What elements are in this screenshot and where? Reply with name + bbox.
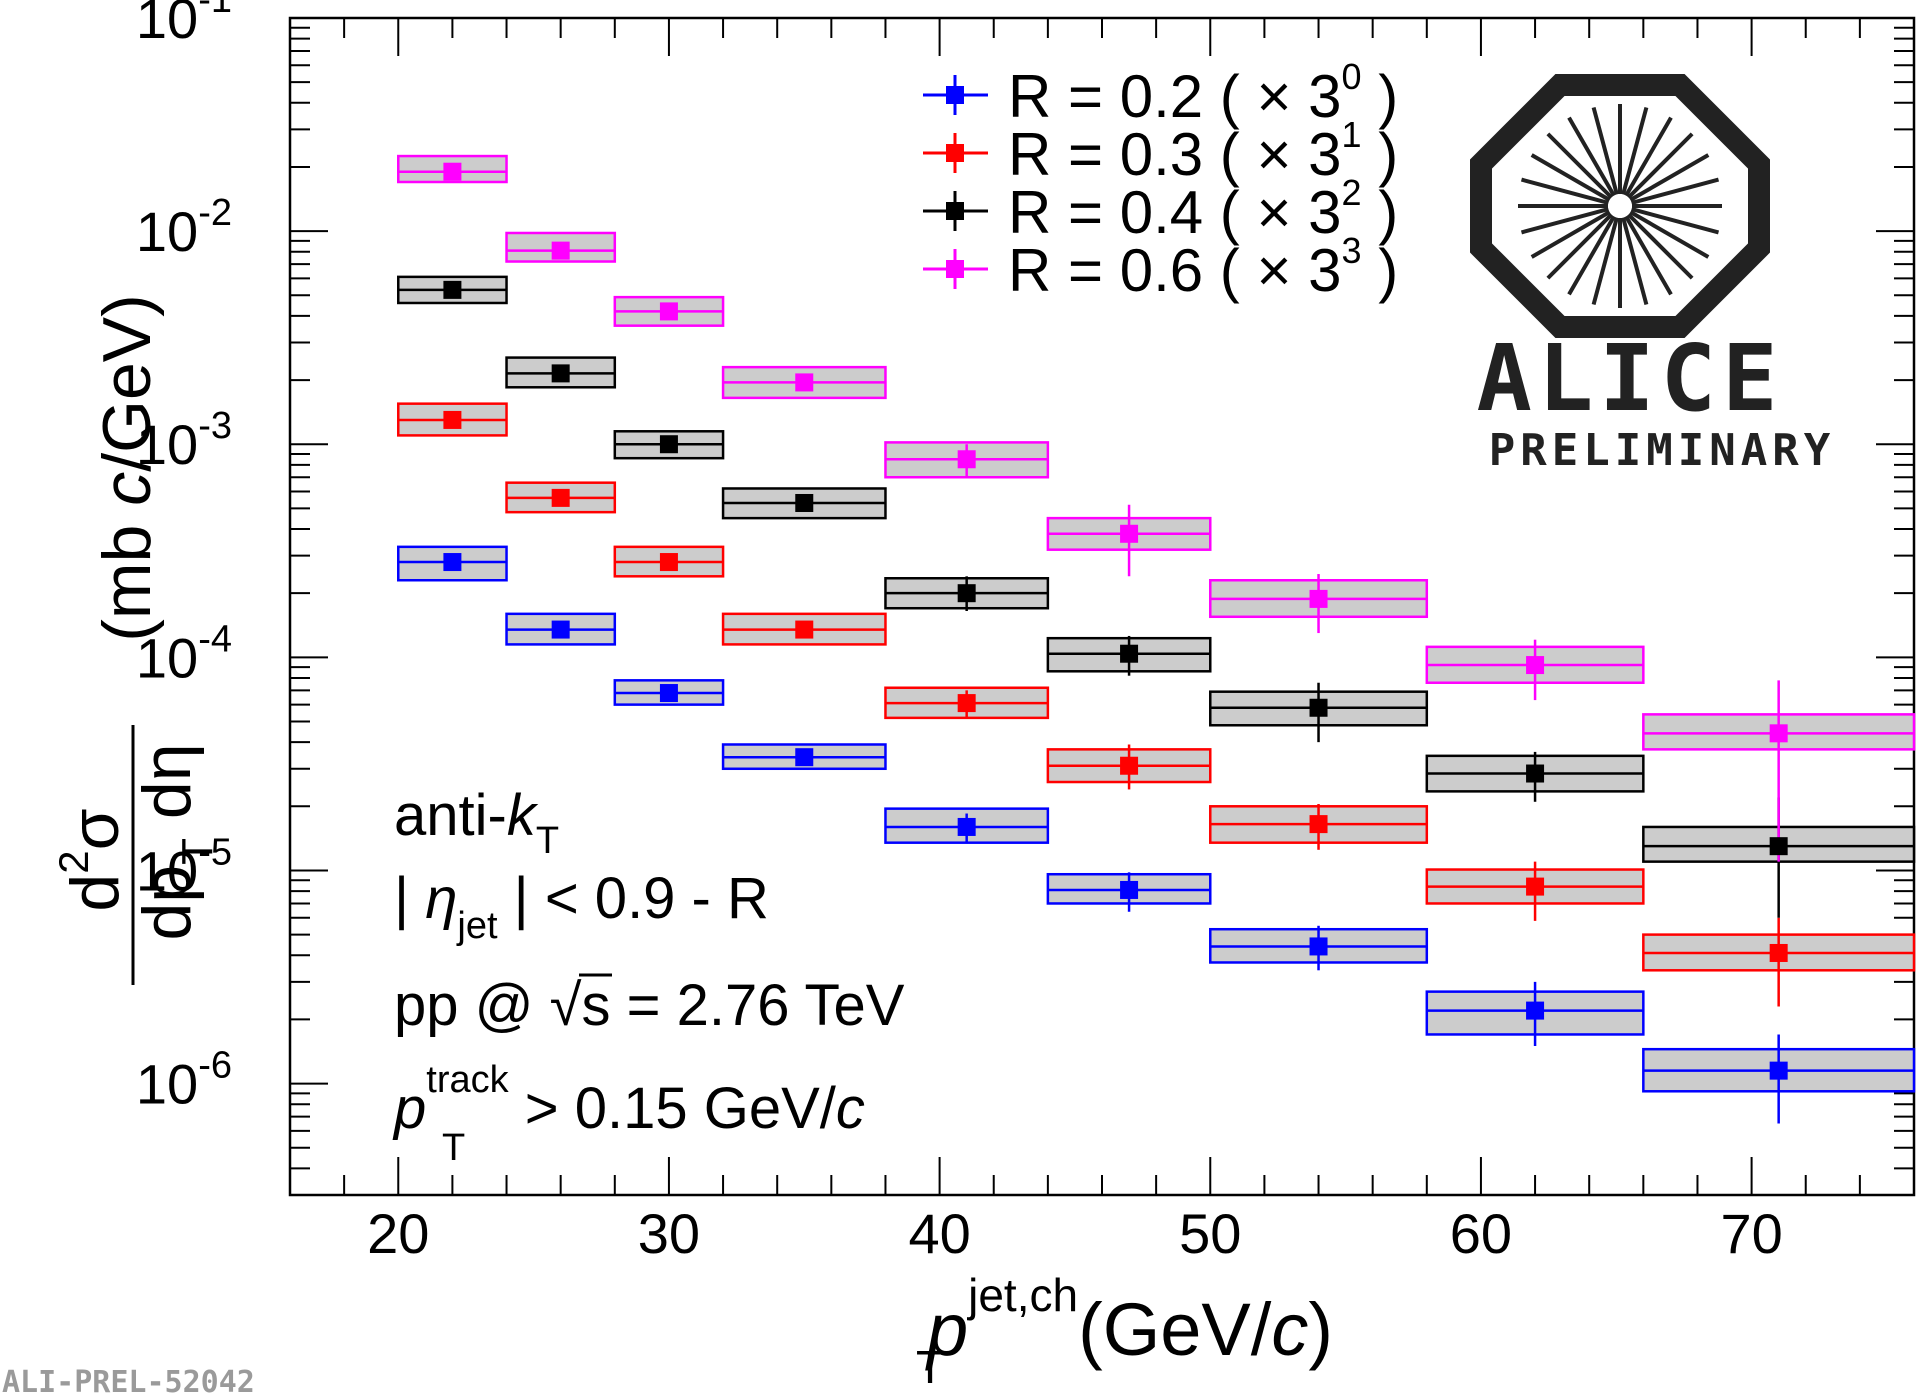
alice-logo-subtitle: PRELIMINARY (1489, 425, 1835, 476)
data-point (659, 302, 678, 321)
logo-spoke (1629, 153, 1710, 202)
x-axis-title: pjet,ch (GeV/c) (925, 1269, 1333, 1371)
logo-spoke (1567, 215, 1616, 296)
data-point (1309, 937, 1328, 956)
x-tick-label: 50 (1179, 1202, 1241, 1265)
logo-spoke (1631, 207, 1720, 235)
y-axis-fraction-numerator: d2σ (50, 808, 133, 911)
data-point (551, 241, 570, 260)
data-point (1120, 880, 1139, 899)
legend-marker (946, 86, 964, 104)
data-point (1309, 698, 1328, 717)
alice-logo-spokes (1518, 104, 1722, 308)
x-tick-label: 20 (367, 1202, 429, 1265)
logo-spoke (1591, 217, 1619, 306)
x-tick-label: 30 (638, 1202, 700, 1265)
y-axis-units: (mb c/GeV) (89, 294, 165, 642)
annotation-track-cut: ptrack > 0.15 GeV/c (392, 1059, 865, 1141)
x-tick-label: 40 (908, 1202, 970, 1265)
legend-marker (946, 202, 964, 220)
data-point (795, 373, 814, 392)
logo-spoke (1624, 116, 1673, 197)
y-axis-title: d2σ dpT dη (mb c/GeV) (50, 294, 222, 985)
data-point (957, 450, 976, 469)
watermark: ALI-PREL-52042 (2, 1365, 255, 1399)
logo-spoke (1520, 177, 1609, 205)
data-point (1120, 524, 1139, 543)
logo-spoke (1546, 132, 1613, 199)
logo-spoke (1624, 215, 1673, 296)
legend-label: R = 0.6 ( × 33 ) (1008, 230, 1398, 304)
logo-spoke (1530, 210, 1611, 259)
data-point (1120, 756, 1139, 775)
data-point (551, 364, 570, 383)
annotation-energy: pp @ √s = 2.76 TeV (394, 973, 905, 1038)
logo-spoke (1621, 217, 1649, 306)
logo-spoke (1627, 132, 1694, 199)
x-tick-label: 70 (1720, 1202, 1782, 1265)
annotation-algorithm: anti-kT (394, 783, 559, 862)
data-point (1526, 656, 1545, 675)
logo-spoke (1546, 213, 1613, 280)
x-axis-title-sub: T (916, 1341, 944, 1393)
x-tick-label: 60 (1450, 1202, 1512, 1265)
data-point (443, 410, 462, 429)
data-point (443, 553, 462, 572)
logo-spoke (1629, 210, 1710, 259)
logo-spoke (1631, 177, 1720, 205)
y-tick-label: 10-1 (136, 0, 232, 50)
data-point (551, 488, 570, 507)
legend-label: R = 0.4 ( × 32 ) (1008, 172, 1398, 246)
data-point (443, 162, 462, 181)
alice-logo: ALICE PRELIMINARY (1470, 74, 1835, 476)
legend-label: R = 0.2 ( × 30 ) (1008, 56, 1398, 130)
alice-logo-octagon (1470, 74, 1770, 338)
data-point (1526, 877, 1545, 896)
data-point (659, 435, 678, 454)
y-tick-label: 10-5 (136, 831, 232, 902)
data-point (1309, 815, 1328, 834)
data-point (1120, 644, 1139, 663)
alice-logo-name: ALICE (1477, 325, 1784, 432)
legend-label: R = 0.3 ( × 31 ) (1008, 114, 1398, 188)
y-tick-label: 10-2 (136, 192, 232, 263)
data-point (1769, 1061, 1788, 1080)
legend: R = 0.2 ( × 30 )R = 0.3 ( × 31 )R = 0.4 … (923, 56, 1398, 304)
annotation-track-sub: T (442, 1127, 465, 1169)
data-point (957, 694, 976, 713)
data-point (795, 748, 814, 767)
data-point (659, 553, 678, 572)
data-point (957, 817, 976, 836)
logo-spoke (1520, 207, 1609, 235)
logo-spoke (1567, 116, 1616, 197)
annotation-eta: | ηjet | < 0.9 - R (394, 866, 769, 947)
data-point (551, 620, 570, 639)
logo-spoke (1627, 213, 1694, 280)
data-point (443, 280, 462, 299)
y-tick-label: 10-6 (136, 1045, 232, 1116)
legend-marker (946, 144, 964, 162)
data-point (795, 620, 814, 639)
data-point (1769, 724, 1788, 743)
data-point (659, 684, 678, 703)
logo-spoke (1621, 106, 1649, 195)
data-point (795, 493, 814, 512)
legend-marker (946, 260, 964, 278)
data-point (1769, 837, 1788, 856)
data-point (1309, 589, 1328, 608)
data-point (1526, 764, 1545, 783)
data-point (957, 584, 976, 603)
data-point (1526, 1001, 1545, 1020)
y-tick-label: 10-4 (136, 618, 232, 689)
y-tick-label: 10-3 (136, 405, 232, 476)
logo-spoke (1530, 153, 1611, 202)
logo-spoke (1591, 106, 1619, 195)
data-point (1769, 943, 1788, 962)
y-axis-fraction-denominator: dpT dη (129, 743, 222, 940)
